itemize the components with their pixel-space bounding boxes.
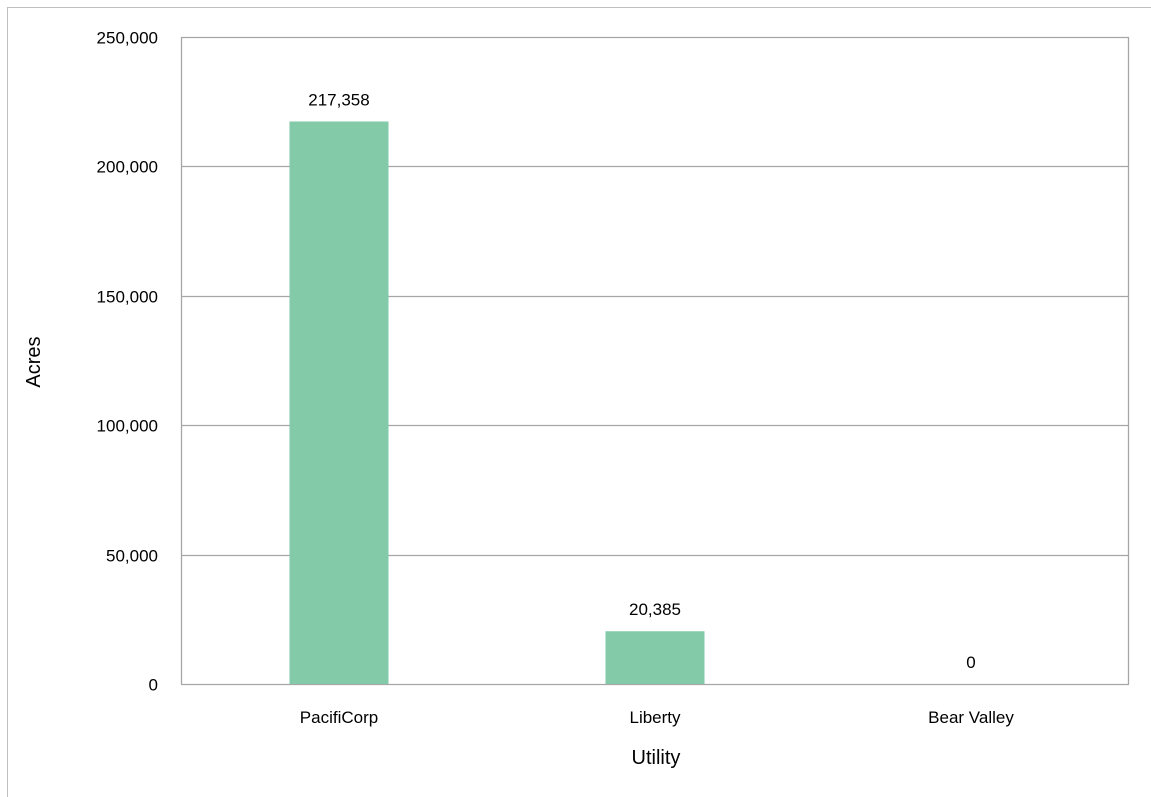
y-axis-title: Acres	[23, 336, 45, 387]
y-tick-labels: 0 50,000 100,000 150,000 200,000 250,000	[97, 29, 158, 695]
y-tick-label: 250,000	[97, 29, 158, 48]
data-label: 0	[966, 653, 975, 672]
x-axis-title: Utility	[632, 747, 681, 769]
y-tick-label: 50,000	[106, 547, 158, 566]
data-labels: 217,358 20,385 0	[308, 90, 975, 672]
y-tick-label: 150,000	[97, 288, 158, 307]
y-tick-label: 100,000	[97, 417, 158, 436]
x-tick-labels: PacifiCorp Liberty Bear Valley	[300, 708, 1015, 727]
x-tick-label: PacifiCorp	[300, 708, 378, 727]
y-tick-label: 200,000	[97, 158, 158, 177]
bar	[290, 121, 389, 684]
x-tick-label: Bear Valley	[928, 708, 1014, 727]
y-tick-label: 0	[149, 676, 158, 695]
data-label: 20,385	[629, 600, 681, 619]
data-label: 217,358	[308, 90, 369, 109]
bar	[606, 631, 705, 684]
x-tick-label: Liberty	[629, 708, 681, 727]
